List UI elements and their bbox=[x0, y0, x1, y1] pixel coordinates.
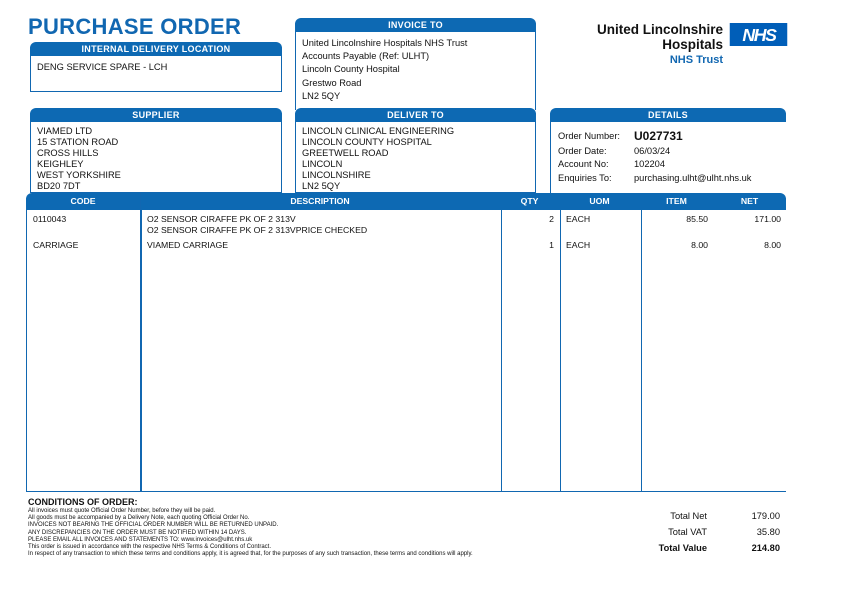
svg-text:NHS: NHS bbox=[742, 25, 777, 45]
